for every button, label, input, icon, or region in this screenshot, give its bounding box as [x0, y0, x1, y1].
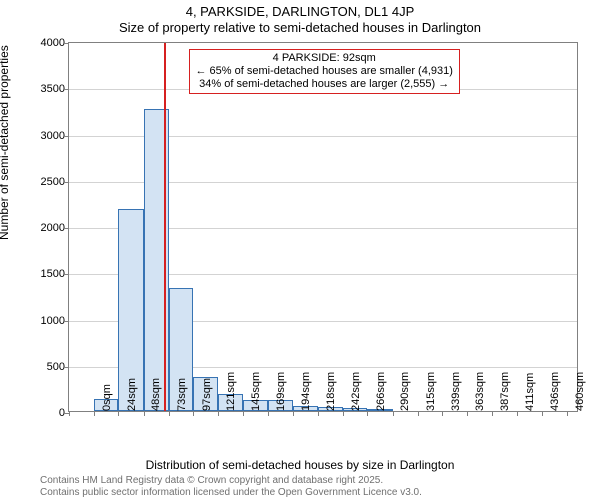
chart-caption: Contains HM Land Registry data © Crown c… [40, 475, 422, 498]
x-tick-mark [517, 411, 518, 416]
x-tick-mark [393, 411, 394, 416]
x-tick-mark [492, 411, 493, 416]
chart-title-line2: Size of property relative to semi-detach… [0, 20, 600, 35]
chart-title-line1: 4, PARKSIDE, DARLINGTON, DL1 4JP [0, 4, 600, 19]
y-tick-mark [64, 321, 69, 322]
annotation-line-2: ← 65% of semi-detached houses are smalle… [196, 65, 453, 78]
x-tick-mark [69, 411, 70, 416]
y-tick-mark [64, 43, 69, 44]
annotation-line-1: 4 PARKSIDE: 92sqm [196, 52, 453, 65]
x-tick-mark [193, 411, 194, 416]
x-tick-mark [567, 411, 568, 416]
x-tick-mark [268, 411, 269, 416]
x-tick-mark [442, 411, 443, 416]
x-tick-mark [218, 411, 219, 416]
y-tick-mark [64, 89, 69, 90]
caption-line-2: Contains public sector information licen… [40, 487, 422, 499]
y-tick-mark [64, 228, 69, 229]
annotation-line-3: 34% of semi-detached houses are larger (… [196, 78, 453, 91]
plot-area: 050010001500200025003000350040000sqm24sq… [68, 42, 578, 412]
x-tick-mark [343, 411, 344, 416]
x-tick-mark [118, 411, 119, 416]
y-tick-mark [64, 182, 69, 183]
y-axis-label: Number of semi-detached properties [0, 45, 11, 240]
plot-inner: 050010001500200025003000350040000sqm24sq… [69, 43, 577, 411]
x-tick-mark [169, 411, 170, 416]
x-tick-mark [418, 411, 419, 416]
x-tick-mark [94, 411, 95, 416]
annotation-box: 4 PARKSIDE: 92sqm← 65% of semi-detached … [189, 49, 460, 95]
x-axis-label: Distribution of semi-detached houses by … [0, 458, 600, 472]
x-tick-mark [293, 411, 294, 416]
chart-container: 4, PARKSIDE, DARLINGTON, DL1 4JP Size of… [0, 0, 600, 500]
reference-line [164, 43, 166, 411]
x-tick-mark [144, 411, 145, 416]
y-tick-mark [64, 136, 69, 137]
x-tick-mark [542, 411, 543, 416]
y-tick-mark [64, 274, 69, 275]
y-tick-mark [64, 367, 69, 368]
x-tick-mark [243, 411, 244, 416]
x-tick-mark [318, 411, 319, 416]
caption-line-1: Contains HM Land Registry data © Crown c… [40, 475, 422, 487]
x-tick-mark [367, 411, 368, 416]
x-tick-mark [467, 411, 468, 416]
x-tick-label: 484sqm [571, 372, 600, 411]
